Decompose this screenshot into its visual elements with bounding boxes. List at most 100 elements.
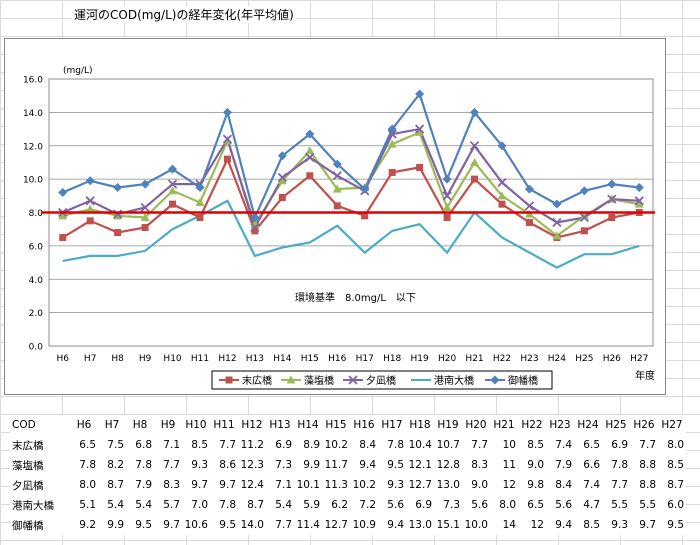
table-cell: 12.7 <box>408 479 432 491</box>
table-cell: 11 <box>502 459 516 471</box>
table-header-cell: H6 <box>76 419 92 431</box>
table-row: 御幡橋 9.2 9.9 9.5 9.7 10.6 9.5 14.0 7.7 11.4 12.7 10.… <box>10 515 686 535</box>
chart-area[interactable]: 0.0 2.0 4.0 6.0 8.0 10.0 12.0 14.0 16.0 (mg/L) H6 H… <box>4 38 666 395</box>
table-cell: 9.9 <box>107 519 124 531</box>
data-point-4 <box>415 89 425 99</box>
x-tick-label: H13 <box>246 354 264 364</box>
table-cell: 5.5 <box>639 499 656 511</box>
x-tick-label: H24 <box>548 354 566 364</box>
data-point-2 <box>387 129 397 139</box>
legend-marker <box>490 375 500 385</box>
data-point-0 <box>498 200 506 208</box>
data-point-0 <box>471 175 479 183</box>
table-header-cell: H21 <box>493 419 515 431</box>
table-header-cell: H13 <box>269 419 291 431</box>
table-header-cell: H25 <box>605 419 627 431</box>
x-tick-label: H14 <box>273 354 291 364</box>
table-cell: 6.8 <box>135 439 152 451</box>
table-cell: 14 <box>502 519 516 531</box>
table-cell: 9.5 <box>667 519 684 531</box>
table-cell: 7.7 <box>611 479 628 491</box>
y-axis-label: (mg/L) <box>63 66 93 76</box>
table-cell: 6.9 <box>415 499 432 511</box>
table-cell: 9.7 <box>219 479 236 491</box>
table-cell: 9.0 <box>471 479 488 491</box>
y-tick-label: 16.0 <box>23 76 43 86</box>
table-cell: 8.4 <box>359 439 376 451</box>
x-tick-label: H19 <box>411 354 429 364</box>
legend-label: 夕凪橋 <box>366 374 396 387</box>
table-cell: 12.7 <box>324 519 348 531</box>
data-point-4 <box>250 213 260 223</box>
cod-data-table: COD H6 H7 H8 H9 H10 H11 H12 H13 H14 H15 H16 H17 H18 H1… <box>10 415 686 535</box>
data-point-0 <box>59 234 67 242</box>
table-cell: 7.4 <box>555 439 572 451</box>
line-chart: 0.0 2.0 4.0 6.0 8.0 10.0 12.0 14.0 16.0 (mg/L) H6 H… <box>23 66 655 390</box>
table-cell: 9.7 <box>639 519 656 531</box>
table-row-label: 夕凪橋 <box>12 479 44 492</box>
table-cell: 7.7 <box>163 459 180 471</box>
table-cell: 5.1 <box>79 499 96 511</box>
table-cell: 7.2 <box>359 499 376 511</box>
table-cell: 11.2 <box>240 439 264 451</box>
data-point-2 <box>222 134 233 144</box>
table-cell: 7.8 <box>79 459 96 471</box>
data-point-0 <box>333 202 341 210</box>
table-cell: 10.7 <box>436 439 460 451</box>
table-header-cell: H10 <box>185 419 207 431</box>
table-row: 藻塩橋 7.8 8.2 7.8 7.7 9.3 8.6 12.3 7.3 9.9 11.7 9.4 9.… <box>10 455 686 475</box>
data-point-4 <box>387 124 397 134</box>
data-point-2 <box>85 196 95 206</box>
y-tick-label: 6.0 <box>29 242 44 252</box>
data-point-4 <box>497 141 507 151</box>
data-point-4 <box>524 184 534 194</box>
table-cell: 5.5 <box>611 499 628 511</box>
data-point-4 <box>305 129 315 139</box>
y-tick-label: 10.0 <box>23 176 43 186</box>
series-line-1 <box>62 130 640 238</box>
legend-label: 港南大橋 <box>434 374 474 387</box>
series-line-3 <box>62 199 640 269</box>
table-cell: 9.9 <box>303 459 320 471</box>
table-cell: 15.1 <box>436 519 460 531</box>
data-point-0 <box>361 212 369 220</box>
table-cell: 8.4 <box>555 479 572 491</box>
table-cell: 12 <box>502 479 516 491</box>
table-cell: 12.4 <box>240 479 264 491</box>
data-point-1 <box>168 186 178 195</box>
table-cell: 8.6 <box>219 459 236 471</box>
table-header-cell: H11 <box>213 419 235 431</box>
legend-marker <box>225 376 233 384</box>
table-cell: 10.2 <box>324 439 348 451</box>
table-cell: 8.2 <box>107 459 124 471</box>
x-tick-label: H18 <box>383 354 401 364</box>
table-cell: 5.7 <box>163 499 180 511</box>
data-point-4 <box>85 176 95 186</box>
x-tick-label: H25 <box>575 354 593 364</box>
table-cell: 7.0 <box>191 499 208 511</box>
table-cell: 10.9 <box>352 519 376 531</box>
data-point-0 <box>608 214 616 222</box>
y-tick-label: 14.0 <box>23 109 43 119</box>
table-cell: 13.0 <box>436 479 460 491</box>
table-cell: 7.3 <box>275 459 292 471</box>
table-cell: 8.7 <box>667 479 684 491</box>
x-axis-label: 年度 <box>635 369 655 382</box>
table-row-label: 港南大橋 <box>12 499 54 512</box>
data-point-2 <box>469 141 480 151</box>
data-point-2 <box>332 171 342 181</box>
legend-box <box>211 370 553 390</box>
data-point-4 <box>222 107 232 117</box>
table-cell: 9.5 <box>135 519 152 531</box>
table-cell: 4.7 <box>583 499 600 511</box>
data-point-1 <box>332 184 342 193</box>
table-cell: 7.9 <box>555 459 572 471</box>
data-point-0 <box>388 168 396 176</box>
table-cell: 9.3 <box>191 459 208 471</box>
data-point-2 <box>552 217 562 228</box>
table-cell: 7.4 <box>583 479 600 491</box>
table-header-cell: H23 <box>549 419 571 431</box>
data-point-1 <box>552 231 562 240</box>
data-point-0 <box>169 200 177 208</box>
table-cell: 8.9 <box>303 439 320 451</box>
